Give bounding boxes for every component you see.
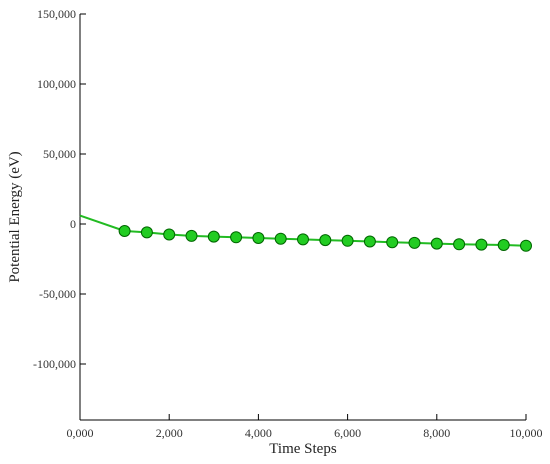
axes (79, 14, 526, 421)
y-tick-label: -100,000 (33, 357, 76, 371)
data-point (207, 230, 220, 243)
data-point (274, 232, 287, 245)
x-tick-label: 8,000 (423, 426, 450, 440)
x-tick-label: 2,000 (156, 426, 183, 440)
series-group (79, 214, 532, 252)
data-point (386, 236, 399, 249)
data-point (430, 237, 443, 250)
data-point (230, 231, 243, 244)
y-tick-label: 100,000 (37, 77, 76, 91)
data-point (140, 226, 153, 239)
y-tick-label: 150,000 (37, 7, 76, 21)
data-point (363, 235, 376, 248)
data-point (319, 234, 332, 247)
data-point (520, 239, 532, 252)
y-tick-label: 50,000 (43, 147, 76, 161)
data-point (163, 228, 176, 241)
data-point (497, 239, 510, 251)
y-tick-label: -50,000 (39, 287, 76, 301)
x-ticks: 0,000 2,000 4,000 6,000 8,000 10,000 (67, 414, 543, 440)
data-point (252, 232, 265, 244)
y-axis-title: Potential Energy (eV) (7, 151, 23, 282)
data-point (341, 234, 354, 247)
data-point (475, 238, 488, 251)
x-axis-title: Time Steps (269, 441, 337, 457)
x-tick-label: 6,000 (334, 426, 361, 440)
y-ticks: 150,000 100,000 50,000 0 -50,000 -100,000 (33, 7, 86, 371)
data-point (453, 238, 466, 251)
x-tick-label: 0,000 (67, 426, 94, 440)
y-tick-label: 0 (70, 217, 76, 231)
x-tick-label: 4,000 (245, 426, 272, 440)
data-point (297, 233, 309, 246)
data-point (118, 225, 131, 237)
data-point (408, 236, 421, 249)
data-point (185, 229, 198, 242)
x-tick-label: 10,000 (510, 426, 543, 440)
